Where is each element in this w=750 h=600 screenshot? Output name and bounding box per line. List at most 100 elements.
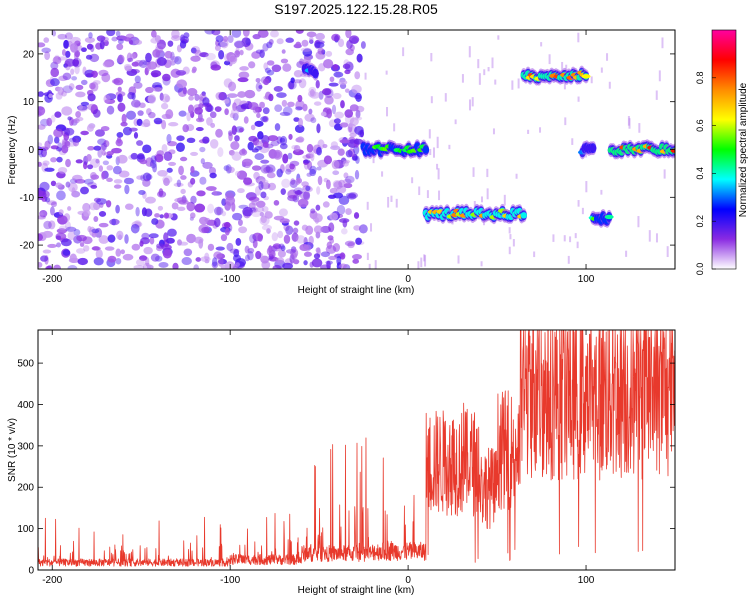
heatmap-noise-cell [190, 195, 197, 204]
heatmap-noise-cell [56, 190, 66, 201]
heatmap-noise-cell [298, 117, 303, 128]
heatmap-noise-cell [306, 31, 317, 38]
heatmap-noise-cell [354, 116, 363, 121]
heatmap-noise-cell [194, 49, 202, 57]
heatmap-noise-cell [245, 38, 251, 46]
heatmap-noise-cell [222, 35, 229, 43]
heatmap-noise-cell [233, 40, 245, 49]
heatmap-noise-cell [67, 116, 72, 121]
heatmap-noise-cell [65, 226, 77, 232]
heatmap-speckle [563, 78, 566, 90]
heatmap-noise-cell [310, 117, 317, 124]
heatmap-noise-cell [315, 204, 321, 211]
heatmap-noise-cell [209, 111, 217, 119]
heatmap-noise-cell [223, 52, 235, 63]
heatmap-noise-cell [293, 117, 300, 122]
heatmap-noise-cell [74, 178, 86, 184]
heatmap-speckle [638, 123, 641, 133]
heatmap-noise-cell [120, 121, 128, 127]
heatmap-noise-cell [190, 55, 201, 62]
heatmap-speckle [628, 118, 631, 129]
heatmap-speckle [486, 168, 489, 178]
heatmap-noise-cell [186, 233, 197, 244]
heatmap-speckle [477, 59, 480, 69]
heatmap-noise-cell [194, 236, 204, 244]
heatmap-noise-cell [326, 260, 331, 269]
heatmap-speckle [468, 99, 471, 111]
heatmap-noise-cell [139, 159, 148, 165]
heatmap-noise-cell [167, 228, 177, 237]
heatmap-noise-cell [211, 257, 218, 267]
heatmap-noise-cell [53, 128, 64, 138]
heatmap-noise-cell [102, 61, 113, 68]
heatmap-noise-cell [138, 189, 146, 195]
heatmap-speckle [606, 53, 609, 61]
heatmap-noise-cell [57, 56, 68, 61]
heatmap-noise-cell [115, 257, 122, 265]
heatmap-noise-cell [166, 167, 173, 173]
heatmap-noise-cell [356, 53, 363, 63]
heatmap-speckle [430, 96, 433, 104]
heatmap-speckle [411, 177, 414, 184]
heatmap-noise-cell [298, 78, 307, 89]
heatmap-noise-cell [249, 233, 257, 244]
heatmap-speckle [430, 52, 433, 62]
heatmap-noise-cell [161, 93, 170, 103]
heatmap-speckle [402, 47, 405, 57]
heatmap-noise-cell [162, 73, 171, 82]
heatmap-noise-cell [168, 122, 179, 127]
heatmap-speckle [473, 200, 476, 210]
heatmap-noise-cell [56, 242, 62, 248]
heatmap-noise-cell [173, 182, 184, 187]
heatmap-noise-cell [97, 148, 103, 158]
heatmap-noise-cell [50, 61, 59, 70]
heatmap-noise-cell [109, 218, 120, 226]
heatmap-speckle [480, 196, 483, 203]
heatmap-noise-cell [280, 188, 286, 195]
heatmap-noise-cell [218, 92, 228, 101]
x-tick-label: 0 [405, 274, 411, 285]
heatmap-noise-cell [355, 109, 361, 119]
heatmap-noise-cell [179, 156, 188, 162]
heatmap-speckle [663, 169, 666, 179]
heatmap-noise-cell [85, 73, 94, 78]
heatmap-noise-cell [72, 138, 80, 147]
heatmap-noise-cell [237, 77, 249, 83]
heatmap-noise-cell [326, 241, 333, 250]
heatmap-noise-cell [285, 37, 294, 43]
heatmap-speckle [492, 128, 495, 135]
heatmap-noise-cell [186, 88, 198, 96]
heatmap-noise-cell [55, 235, 62, 240]
heatmap-noise-cell [164, 95, 171, 103]
heatmap-noise-cell [243, 116, 249, 124]
heatmap-noise-cell [157, 170, 168, 177]
heatmap-noise-cell [353, 138, 364, 145]
heatmap-noise-cell [82, 202, 91, 212]
heatmap-noise-cell [106, 165, 114, 171]
heatmap-noise-cell [267, 135, 279, 142]
heatmap-noise-cell [226, 93, 238, 98]
heatmap-noise-cell [166, 237, 175, 244]
heatmap-noise-cell [279, 143, 288, 150]
heatmap-speckle [648, 230, 651, 242]
heatmap-noise-cell [299, 58, 304, 65]
heatmap-noise-cell [285, 168, 292, 175]
heatmap-noise-cell [93, 145, 102, 151]
heatmap-noise-cell [196, 190, 206, 197]
heatmap-noise-cell [315, 79, 320, 89]
heatmap-noise-cell [39, 181, 50, 192]
heatmap-band-cell [422, 146, 430, 154]
heatmap-noise-cell [65, 158, 71, 168]
heatmap-noise-cell [229, 112, 236, 118]
heatmap-noise-cell [338, 218, 350, 223]
heatmap-speckle [627, 116, 630, 126]
heatmap-speckle [564, 117, 567, 126]
heatmap-noise-cell [316, 166, 322, 171]
heatmap-noise-cell [297, 94, 303, 103]
heatmap-x-label: Height of straight line (km) [298, 285, 415, 296]
heatmap-noise-cell [351, 155, 359, 162]
heatmap-noise-cell [91, 228, 100, 234]
heatmap-noise-cell [223, 98, 230, 104]
heatmap-noise-cell [38, 91, 44, 97]
heatmap-speckle [581, 207, 584, 215]
